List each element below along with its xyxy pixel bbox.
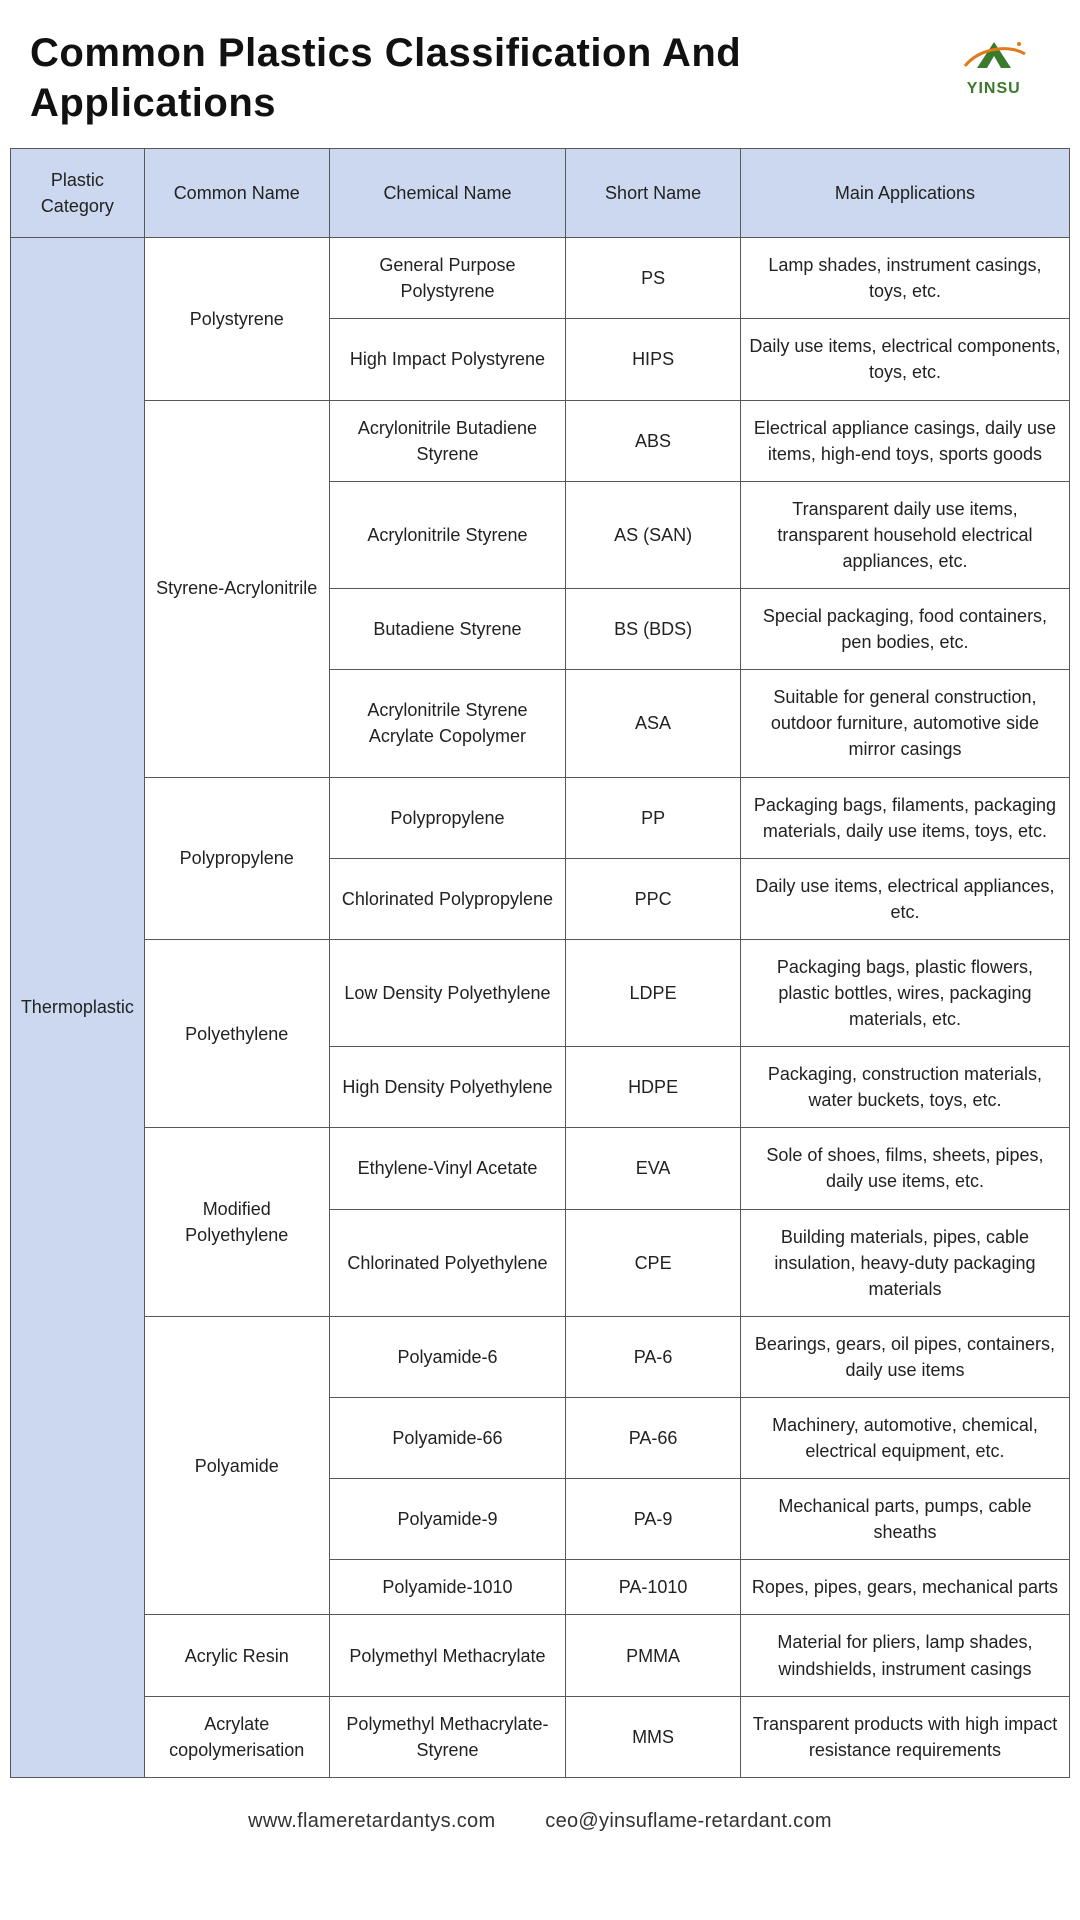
- application-cell: Building materials, pipes, cable insulat…: [740, 1209, 1069, 1316]
- short-name-cell: PA-6: [566, 1316, 741, 1397]
- short-name-cell: BS (BDS): [566, 589, 741, 670]
- chemical-name-cell: Polypropylene: [329, 777, 565, 858]
- logo-mark-icon: [959, 38, 1029, 78]
- table-row: Styrene-AcrylonitrileAcrylonitrile Butad…: [11, 400, 1070, 481]
- short-name-cell: CPE: [566, 1209, 741, 1316]
- plastics-table: Plastic Category Common Name Chemical Na…: [10, 148, 1070, 1778]
- application-cell: Transparent products with high impact re…: [740, 1696, 1069, 1777]
- footer-site: www.flameretardantys.com: [248, 1810, 495, 1832]
- short-name-cell: AS (SAN): [566, 481, 741, 588]
- col-header-short: Short Name: [566, 149, 741, 238]
- col-header-app: Main Applications: [740, 149, 1069, 238]
- short-name-cell: LDPE: [566, 939, 741, 1046]
- short-name-cell: PA-1010: [566, 1560, 741, 1615]
- chemical-name-cell: Acrylonitrile Styrene Acrylate Copolymer: [329, 670, 565, 777]
- short-name-cell: PP: [566, 777, 741, 858]
- common-name-cell: Acrylic Resin: [144, 1615, 329, 1696]
- category-cell: Thermoplastic: [11, 238, 145, 1778]
- chemical-name-cell: Chlorinated Polyethylene: [329, 1209, 565, 1316]
- chemical-name-cell: Polymethyl Methacrylate: [329, 1615, 565, 1696]
- chemical-name-cell: Acrylonitrile Styrene: [329, 481, 565, 588]
- short-name-cell: PPC: [566, 858, 741, 939]
- col-header-chemical: Chemical Name: [329, 149, 565, 238]
- common-name-cell: Modified Polyethylene: [144, 1128, 329, 1316]
- table-row: PolyethyleneLow Density PolyethyleneLDPE…: [11, 939, 1070, 1046]
- application-cell: Suitable for general construction, outdo…: [740, 670, 1069, 777]
- short-name-cell: PA-9: [566, 1479, 741, 1560]
- application-cell: Bearings, gears, oil pipes, containers, …: [740, 1316, 1069, 1397]
- common-name-cell: Polystyrene: [144, 238, 329, 400]
- common-name-cell: Polyamide: [144, 1316, 329, 1615]
- chemical-name-cell: High Density Polyethylene: [329, 1047, 565, 1128]
- application-cell: Mechanical parts, pumps, cable sheaths: [740, 1479, 1069, 1560]
- col-header-category: Plastic Category: [11, 149, 145, 238]
- page-title: Common Plastics Classification And Appli…: [30, 28, 937, 128]
- common-name-cell: Polyethylene: [144, 939, 329, 1127]
- chemical-name-cell: Chlorinated Polypropylene: [329, 858, 565, 939]
- table-row: Acrylic ResinPolymethyl MethacrylatePMMA…: [11, 1615, 1070, 1696]
- chemical-name-cell: General Purpose Polystyrene: [329, 238, 565, 319]
- common-name-cell: Polypropylene: [144, 777, 329, 939]
- application-cell: Electrical appliance casings, daily use …: [740, 400, 1069, 481]
- table-row: PolypropylenePolypropylenePPPackaging ba…: [11, 777, 1070, 858]
- chemical-name-cell: Polyamide-9: [329, 1479, 565, 1560]
- common-name-cell: Styrene-Acrylonitrile: [144, 400, 329, 777]
- application-cell: Packaging bags, filaments, packaging mat…: [740, 777, 1069, 858]
- short-name-cell: ABS: [566, 400, 741, 481]
- application-cell: Packaging bags, plastic flowers, plastic…: [740, 939, 1069, 1046]
- short-name-cell: HIPS: [566, 319, 741, 400]
- table-body: ThermoplasticPolystyreneGeneral Purpose …: [11, 238, 1070, 1778]
- application-cell: Special packaging, food containers, pen …: [740, 589, 1069, 670]
- chemical-name-cell: Butadiene Styrene: [329, 589, 565, 670]
- application-cell: Sole of shoes, films, sheets, pipes, dai…: [740, 1128, 1069, 1209]
- application-cell: Transparent daily use items, transparent…: [740, 481, 1069, 588]
- footer-email: ceo@yinsuflame-retardant.com: [545, 1810, 832, 1832]
- chemical-name-cell: Polymethyl Methacrylate-Styrene: [329, 1696, 565, 1777]
- brand-logo: YINSU: [937, 32, 1050, 104]
- application-cell: Lamp shades, instrument casings, toys, e…: [740, 238, 1069, 319]
- table-row: Acrylate copolymerisationPolymethyl Meth…: [11, 1696, 1070, 1777]
- short-name-cell: ASA: [566, 670, 741, 777]
- short-name-cell: PS: [566, 238, 741, 319]
- chemical-name-cell: Low Density Polyethylene: [329, 939, 565, 1046]
- col-header-common: Common Name: [144, 149, 329, 238]
- application-cell: Ropes, pipes, gears, mechanical parts: [740, 1560, 1069, 1615]
- logo-text: YINSU: [967, 80, 1021, 98]
- short-name-cell: HDPE: [566, 1047, 741, 1128]
- chemical-name-cell: Polyamide-1010: [329, 1560, 565, 1615]
- chemical-name-cell: Polyamide-66: [329, 1398, 565, 1479]
- chemical-name-cell: Polyamide-6: [329, 1316, 565, 1397]
- short-name-cell: EVA: [566, 1128, 741, 1209]
- short-name-cell: PMMA: [566, 1615, 741, 1696]
- short-name-cell: PA-66: [566, 1398, 741, 1479]
- common-name-cell: Acrylate copolymerisation: [144, 1696, 329, 1777]
- table-row: Modified PolyethyleneEthylene-Vinyl Acet…: [11, 1128, 1070, 1209]
- table-header: Plastic Category Common Name Chemical Na…: [11, 149, 1070, 238]
- table-row: ThermoplasticPolystyreneGeneral Purpose …: [11, 238, 1070, 319]
- application-cell: Daily use items, electrical components, …: [740, 319, 1069, 400]
- application-cell: Machinery, automotive, chemical, electri…: [740, 1398, 1069, 1479]
- header: Common Plastics Classification And Appli…: [0, 0, 1080, 148]
- table-row: PolyamidePolyamide-6PA-6Bearings, gears,…: [11, 1316, 1070, 1397]
- footer: www.flameretardantys.com ceo@yinsuflame-…: [0, 1778, 1080, 1857]
- chemical-name-cell: Ethylene-Vinyl Acetate: [329, 1128, 565, 1209]
- chemical-name-cell: High Impact Polystyrene: [329, 319, 565, 400]
- application-cell: Daily use items, electrical appliances, …: [740, 858, 1069, 939]
- application-cell: Packaging, construction materials, water…: [740, 1047, 1069, 1128]
- short-name-cell: MMS: [566, 1696, 741, 1777]
- chemical-name-cell: Acrylonitrile Butadiene Styrene: [329, 400, 565, 481]
- application-cell: Material for pliers, lamp shades, windsh…: [740, 1615, 1069, 1696]
